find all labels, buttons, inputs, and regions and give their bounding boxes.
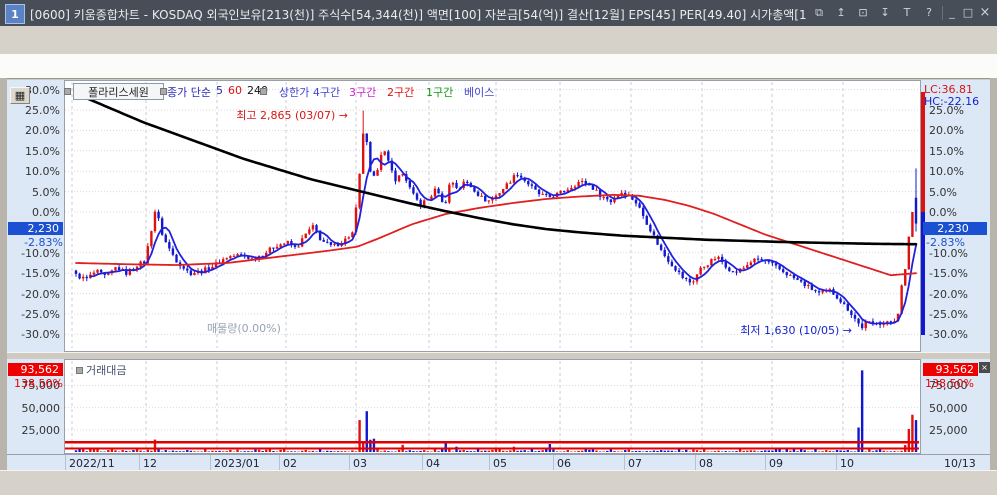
popup-window-icon[interactable]: ⧉ xyxy=(815,5,823,19)
current-price-badge: 2,230 xyxy=(8,222,63,235)
bottom-toolbar: ◀ ▶ ◀◀ ■ ▶▶ ⊞⧉▨↖⌖∿↯≋▦○−+A◇≡▤▥▭●◉⇄R↻ xyxy=(0,470,997,495)
price-plot-background xyxy=(64,80,921,352)
hc-value: HC:-22.16 xyxy=(924,95,980,108)
high-annotation: 최고 2,865 (03/07) → xyxy=(216,107,348,123)
svg-text:매물량(0.00%): 매물량(0.00%) xyxy=(207,322,281,335)
legend-bullet-icon xyxy=(64,88,71,95)
maximize-button[interactable]: □ xyxy=(962,6,974,19)
band-legend-3: 3구간 xyxy=(349,86,377,99)
right-arrow-icon: → xyxy=(338,109,348,122)
range-bar-down xyxy=(921,212,925,335)
minimize-button[interactable]: _ xyxy=(949,6,955,19)
left-edge xyxy=(0,78,7,495)
title-bar: 1 [0600] 키움종합차트 - KOSDAQ 외국인보유[213(천)] 주… xyxy=(0,0,997,26)
window-title: [0600] 키움종합차트 - KOSDAQ 외국인보유[213(천)] 주식수… xyxy=(30,8,807,22)
current-pct-label: -2.83% xyxy=(926,236,965,249)
band-legend-base: 베이스 xyxy=(464,86,495,99)
x-axis-strip xyxy=(7,454,990,471)
always-on-top-icon[interactable]: ↥ xyxy=(836,6,846,19)
chart-toolbar: ◨ 주▼ 전 234100▼ ◀⁚▼ 신 폴라리스세 일 주 월 년 분 초 틱… xyxy=(0,26,997,76)
volume-legend: 거래대금 xyxy=(86,364,127,377)
legend-bullet-icon xyxy=(260,88,267,95)
legend-bullet-icon xyxy=(160,88,167,95)
price-left-axis-gutter xyxy=(7,80,64,352)
stock-legend-box[interactable]: 폴라리스세원 xyxy=(73,83,164,100)
price-chart-plot[interactable]: 매물량(0.00%) xyxy=(64,80,921,352)
screen-number-badge: 1 xyxy=(5,4,25,24)
band-legend-2: 2구간 xyxy=(387,86,415,99)
current-pct-label: -2.83% xyxy=(24,236,63,249)
close-icon[interactable]: × xyxy=(979,362,990,373)
volume-pct-label: 138.50% xyxy=(925,377,974,390)
help-icon[interactable]: ? xyxy=(926,6,932,19)
right-arrow-icon: → xyxy=(842,324,852,337)
ma-legend: 종가 단순 5 60 240 xyxy=(167,84,268,100)
ma5-legend: 5 xyxy=(215,84,223,97)
x-axis-end-date: 10/13 xyxy=(944,457,976,470)
lc-value: LC:36.81 xyxy=(924,83,974,96)
duplicate-window-icon[interactable]: ⊡ xyxy=(858,6,868,19)
band-legend-1: 1구간 xyxy=(426,86,454,99)
band-legend-4: 상한가 4구간 xyxy=(279,86,341,99)
font-size-icon[interactable]: T xyxy=(903,6,911,19)
pin-icon[interactable]: ↧ xyxy=(880,6,890,19)
ma-legend-label: 종가 단순 xyxy=(167,86,211,99)
current-price-badge: 2,230 xyxy=(923,222,987,235)
close-button[interactable]: × xyxy=(979,5,991,20)
title-icon-group: ⧉ ↥ ⊡ ↧ T? xyxy=(811,4,937,21)
legend-bullet-icon xyxy=(76,367,83,374)
volume-pct-label: 138.50% xyxy=(14,377,63,390)
grid-view-icon[interactable]: ▦ xyxy=(10,87,30,104)
volume-plot-background xyxy=(64,359,921,454)
price-right-axis-gutter xyxy=(921,80,990,352)
quote-info-row: 2,230 ▼ 65 -2.83% 39,255,633 127.88% 72.… xyxy=(0,54,997,130)
range-bar-up xyxy=(921,92,925,212)
low-annotation-text: 최저 1,630 (10/05) xyxy=(740,324,840,337)
high-annotation-text: 최고 2,865 (03/07) xyxy=(236,109,336,122)
volume-chart-plot[interactable] xyxy=(64,359,921,454)
volume-badge: 93,562 xyxy=(923,363,978,376)
ma60-legend: 60 xyxy=(227,84,242,97)
titlebar-divider xyxy=(942,6,943,20)
right-edge xyxy=(990,78,997,495)
low-annotation: 최저 1,630 (10/05) → xyxy=(716,322,852,338)
volume-badge: 93,562 xyxy=(8,363,63,376)
